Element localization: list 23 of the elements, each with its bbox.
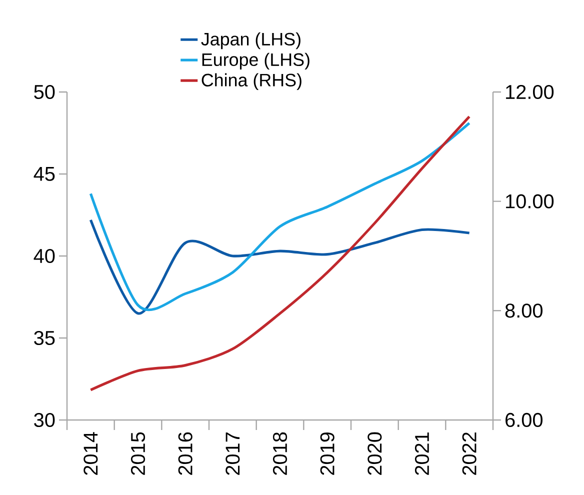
x-tick-label: 2019 (320, 432, 334, 475)
legend-label: Europe (LHS) (202, 52, 310, 70)
line-series (89, 115, 471, 392)
y2-tick-label: 12.00 (506, 84, 554, 100)
x-tick-label: 2021 (414, 432, 430, 475)
x-tick-label: 2018 (272, 432, 288, 475)
x-tick-label: 2014 (84, 432, 98, 475)
legend-label: Japan (LHS) (201, 32, 300, 50)
y-tick-label: 50 (34, 84, 55, 100)
x-tick-label: 2016 (178, 432, 192, 475)
x-tick-label: 2022 (462, 432, 476, 475)
x-tick-label: 2020 (368, 432, 382, 475)
y-tick-label: 35 (34, 330, 55, 346)
y2-tick-label: 6.00 (506, 412, 543, 428)
y-tick-label: 45 (34, 167, 55, 181)
x-tick-label: 2015 (130, 432, 146, 475)
legend-label: China (RHS) (202, 73, 302, 90)
y2-tick-label: 10.00 (506, 194, 554, 208)
y-tick-label: 30 (34, 412, 55, 428)
y2-tick-label: 8.00 (505, 304, 543, 318)
y-tick-label: 40 (34, 248, 55, 264)
line-series (89, 218, 471, 315)
x-tick-label: 2017 (226, 432, 240, 475)
